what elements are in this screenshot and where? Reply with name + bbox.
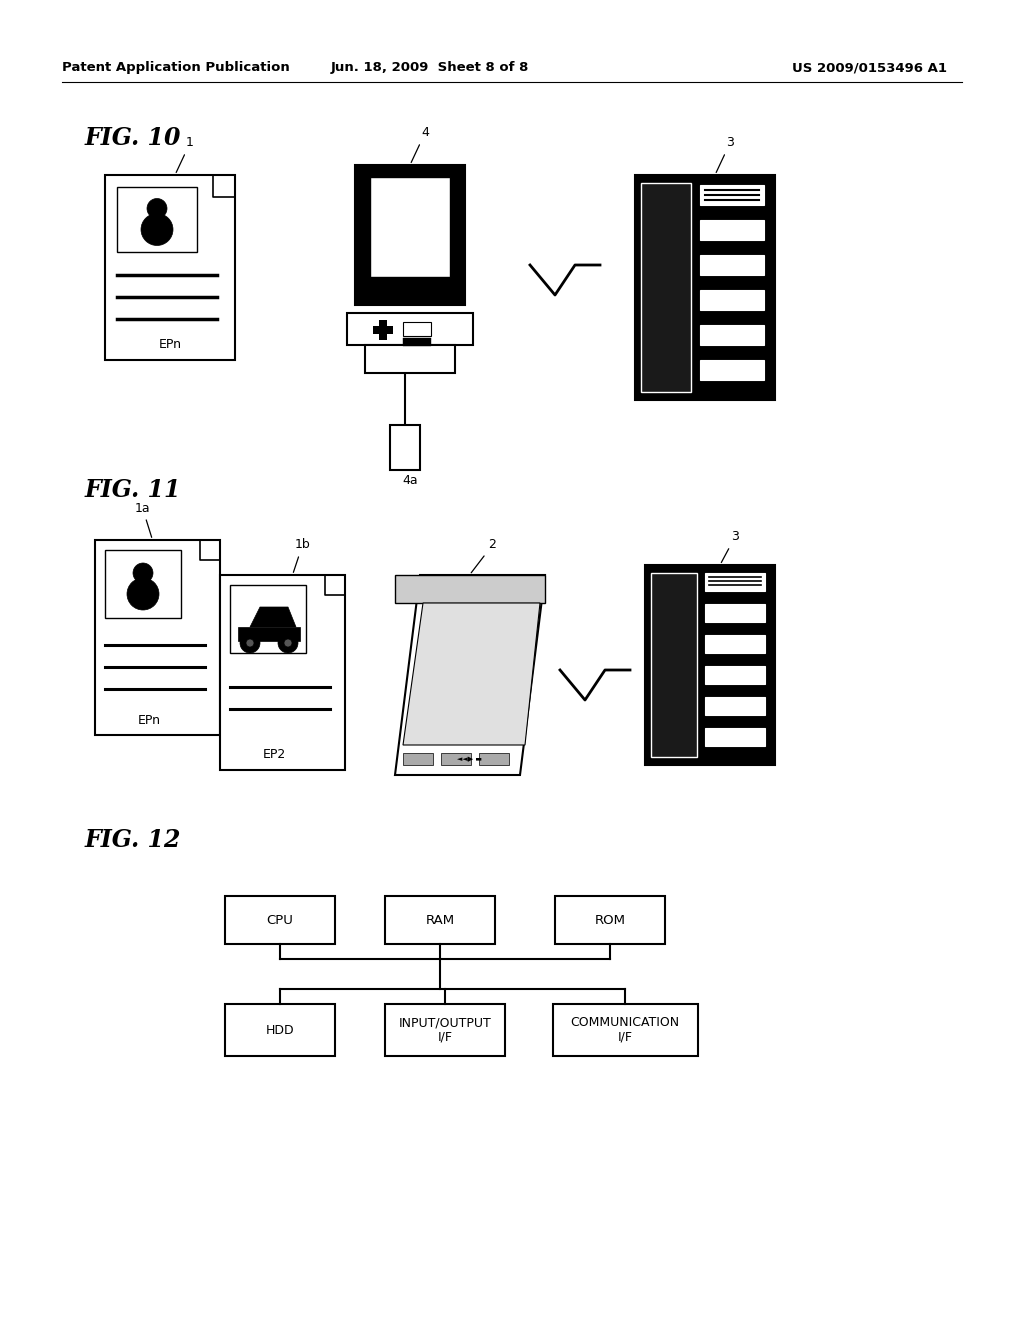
Bar (225, 1005, 335, 1056)
Bar (403, 322, 431, 337)
Bar (225, 896, 335, 944)
Bar (705, 573, 765, 591)
Bar (479, 752, 509, 766)
Bar (700, 360, 764, 380)
Text: 4: 4 (412, 127, 429, 162)
Text: COMMUNICATION
I/F: COMMUNICATION I/F (570, 1016, 680, 1044)
Text: 1: 1 (176, 136, 194, 173)
Bar (370, 177, 450, 277)
Bar (641, 183, 691, 392)
Bar (700, 255, 764, 275)
Text: EPn: EPn (138, 714, 161, 726)
Text: 3: 3 (721, 531, 739, 562)
Text: 1b: 1b (294, 539, 310, 573)
Text: 1a: 1a (135, 502, 152, 537)
Circle shape (147, 198, 167, 219)
Text: EP2: EP2 (263, 748, 286, 762)
Bar (373, 326, 393, 334)
Text: CPU: CPU (266, 913, 294, 927)
Bar (105, 176, 234, 360)
Text: ROM: ROM (595, 913, 626, 927)
Text: FIG. 12: FIG. 12 (85, 828, 181, 851)
Text: FIG. 10: FIG. 10 (85, 125, 181, 150)
Bar (385, 896, 495, 944)
Text: INPUT/OUTPUT
I/F: INPUT/OUTPUT I/F (398, 1016, 492, 1044)
Bar (635, 176, 775, 400)
Bar (700, 220, 764, 240)
Polygon shape (250, 607, 296, 627)
Text: HDD: HDD (265, 1023, 294, 1036)
Bar (395, 576, 545, 603)
Bar (705, 729, 765, 746)
Bar (705, 667, 765, 684)
Circle shape (246, 639, 254, 647)
Bar (105, 550, 181, 618)
Bar (705, 635, 765, 653)
Bar (700, 185, 764, 205)
Bar (705, 697, 765, 715)
Bar (441, 752, 471, 766)
Circle shape (284, 639, 292, 647)
Bar (355, 165, 465, 305)
Text: FIG. 11: FIG. 11 (85, 478, 181, 502)
Bar (365, 345, 455, 374)
Bar (553, 1005, 697, 1056)
Bar (230, 585, 306, 653)
Bar (385, 1005, 505, 1056)
Bar (95, 540, 220, 735)
Circle shape (278, 634, 298, 653)
Bar (379, 319, 387, 341)
Bar (700, 325, 764, 345)
Text: US 2009/0153496 A1: US 2009/0153496 A1 (793, 62, 947, 74)
Text: 2: 2 (471, 539, 497, 573)
Text: ◄◄▶ ▬: ◄◄▶ ▬ (457, 756, 482, 762)
Circle shape (133, 564, 153, 583)
Polygon shape (395, 576, 545, 775)
Circle shape (240, 634, 260, 653)
Text: Jun. 18, 2009  Sheet 8 of 8: Jun. 18, 2009 Sheet 8 of 8 (331, 62, 529, 74)
Text: Patent Application Publication: Patent Application Publication (62, 62, 290, 74)
Bar (390, 425, 420, 470)
Bar (403, 338, 431, 346)
Bar (220, 576, 345, 770)
Circle shape (141, 214, 173, 246)
Text: EPn: EPn (159, 338, 181, 351)
Bar (347, 313, 473, 345)
Text: 4a: 4a (402, 474, 418, 487)
Polygon shape (238, 627, 300, 642)
Text: 3: 3 (716, 136, 734, 173)
Bar (403, 752, 433, 766)
Polygon shape (403, 603, 540, 744)
Bar (651, 573, 697, 756)
Bar (700, 290, 764, 310)
Bar (117, 187, 197, 252)
Text: RAM: RAM (425, 913, 455, 927)
Bar (705, 605, 765, 622)
Bar (645, 565, 775, 766)
Circle shape (127, 578, 159, 610)
Bar (555, 896, 665, 944)
